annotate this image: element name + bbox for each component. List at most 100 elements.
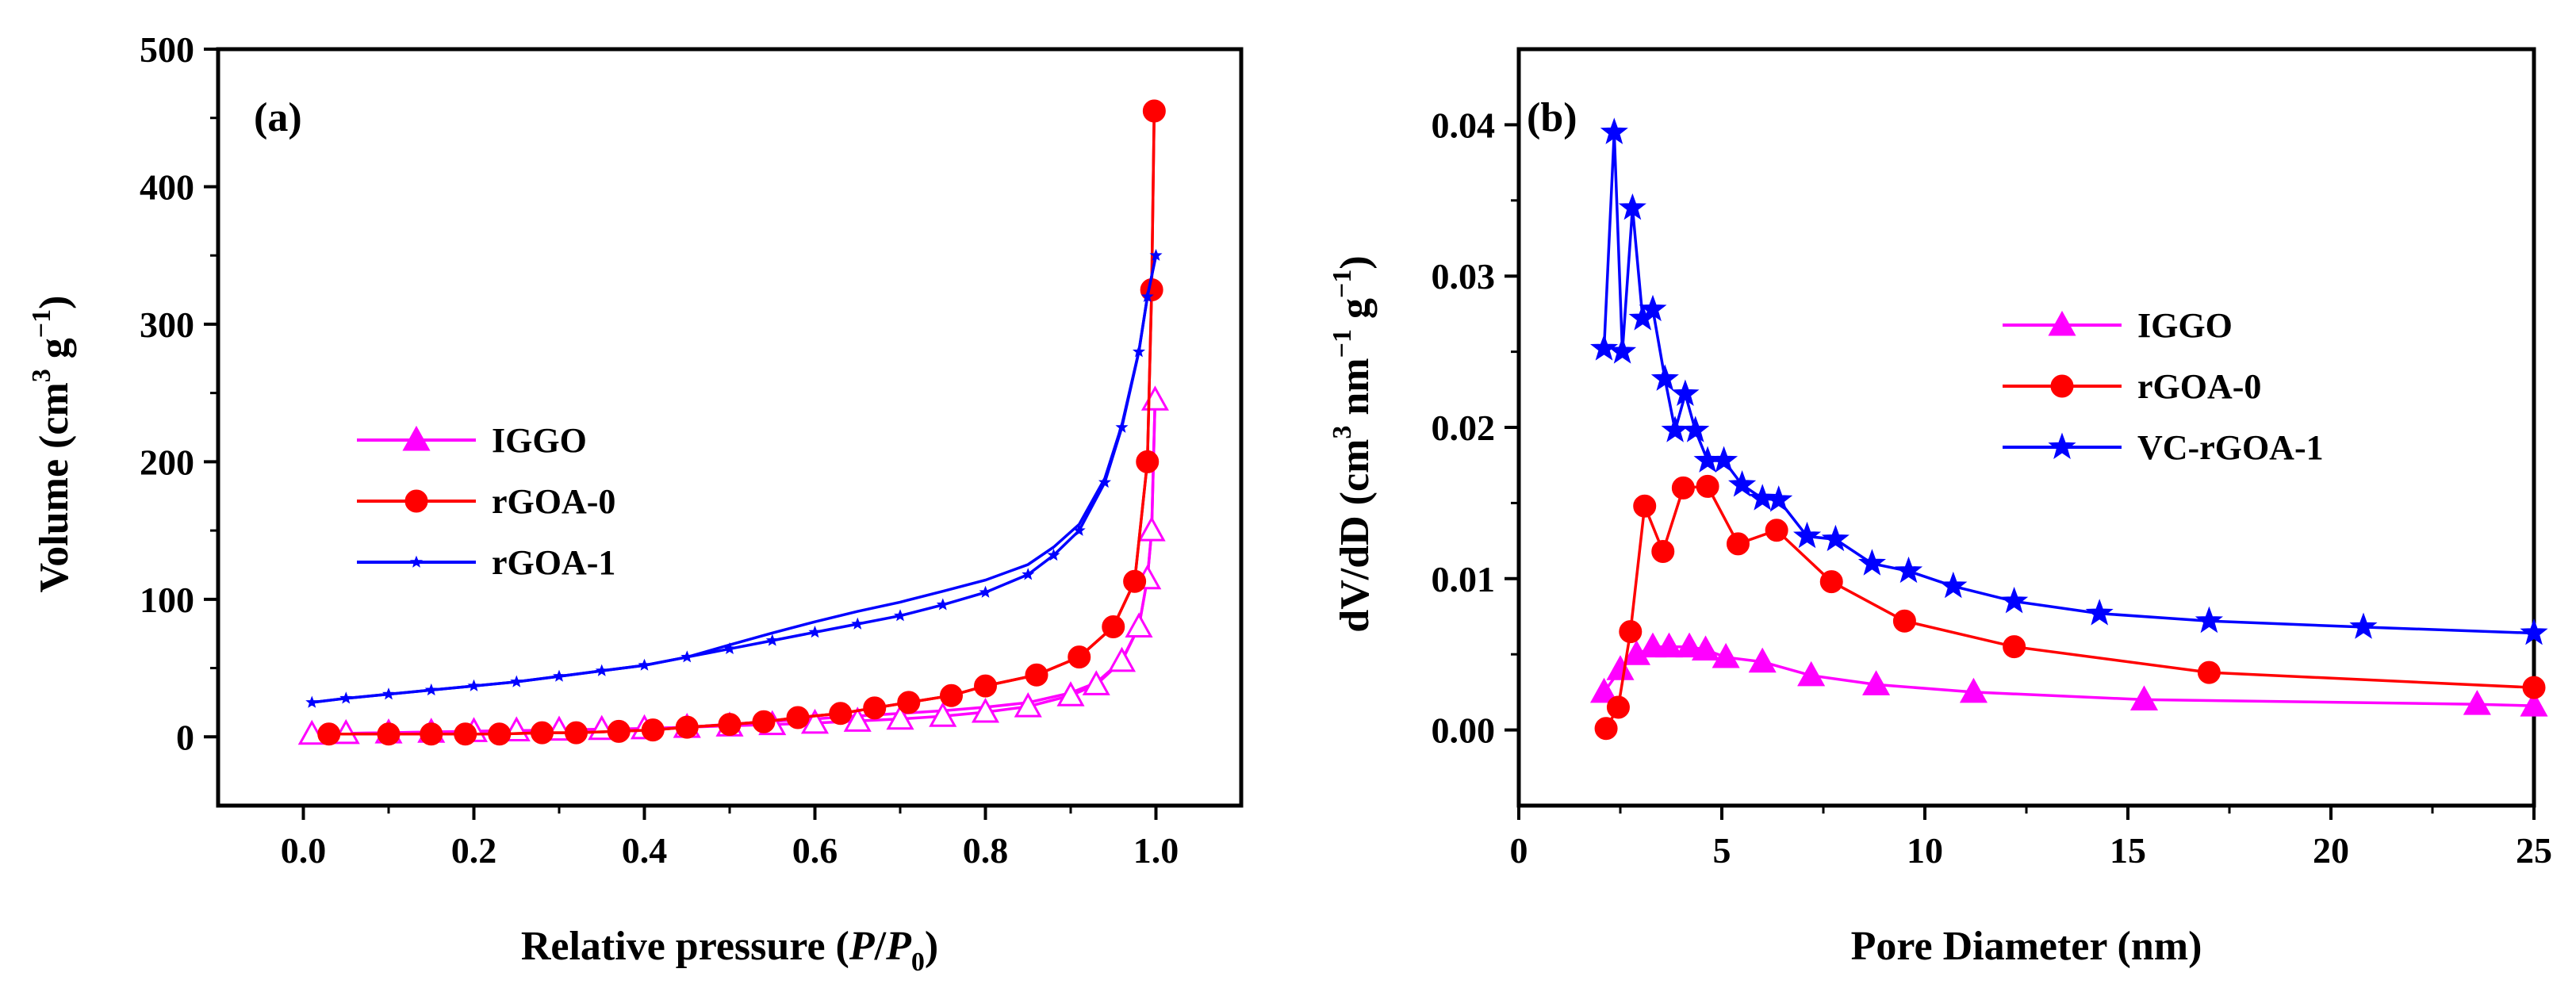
data-point bbox=[2463, 690, 2491, 715]
data-point bbox=[454, 722, 477, 746]
data-point bbox=[1639, 294, 1667, 322]
y-tick-label: 0.02 bbox=[1432, 408, 1496, 448]
chart-b-series bbox=[1589, 117, 2548, 741]
chart-b-panel-label: (b) bbox=[1527, 95, 1577, 140]
data-point bbox=[1140, 289, 1154, 303]
data-point bbox=[1651, 539, 1675, 563]
data-point bbox=[638, 658, 651, 671]
data-point bbox=[1675, 632, 1704, 658]
data-point bbox=[1650, 364, 1679, 391]
chart-a-axes: 0.0 0.2 0.4 0.6 0.8 1.0 0 100 200 300 400 500 bbox=[140, 29, 1179, 871]
x-tick-label: 0.0 bbox=[281, 830, 327, 871]
data-point bbox=[1140, 385, 1169, 411]
chart-b-ylabel: dV/dD (cm3 nm−1 g−1) bbox=[1328, 255, 1378, 632]
data-point bbox=[1671, 476, 1695, 500]
data-point bbox=[595, 664, 608, 676]
data-point bbox=[1072, 523, 1086, 536]
data-point bbox=[765, 634, 779, 646]
x-tick-label: 5 bbox=[1713, 830, 1731, 871]
data-point bbox=[680, 650, 694, 663]
data-point bbox=[424, 683, 438, 696]
data-point bbox=[1125, 612, 1153, 638]
data-point bbox=[1857, 549, 1886, 576]
data-point bbox=[786, 706, 810, 729]
data-point bbox=[1939, 571, 1968, 599]
legend-label: IGGO bbox=[2137, 306, 2233, 345]
chart-a-xlabel: Relative pressure (P/P0) bbox=[521, 924, 938, 977]
legend-marker bbox=[2048, 310, 2076, 336]
data-point bbox=[1068, 645, 1091, 669]
chart-a-series bbox=[297, 99, 1169, 746]
x-tick-label: 20 bbox=[2313, 830, 2349, 871]
data-point bbox=[1793, 521, 1822, 549]
data-point bbox=[808, 626, 822, 638]
data-point bbox=[1025, 663, 1048, 687]
data-point bbox=[1136, 450, 1160, 473]
data-point bbox=[752, 710, 776, 733]
data-point bbox=[305, 695, 319, 708]
legend-marker bbox=[402, 425, 431, 451]
data-point bbox=[2085, 599, 2114, 626]
data-point bbox=[1765, 485, 1793, 512]
data-point bbox=[1748, 647, 1777, 673]
chart-b-legend: IGGO rGOA-0 VC-rGOA-1 bbox=[2003, 306, 2324, 467]
data-point bbox=[863, 696, 887, 720]
legend-marker bbox=[2048, 432, 2076, 459]
data-point bbox=[929, 702, 957, 727]
x-tick-label: 0 bbox=[1510, 830, 1528, 871]
chart-a-legend: IGGO rGOA-0 rGOA-1 bbox=[357, 421, 615, 582]
legend-marker bbox=[409, 555, 424, 568]
legend-label: rGOA-1 bbox=[492, 543, 615, 582]
y-tick-label: 0 bbox=[176, 717, 194, 757]
data-point bbox=[1681, 415, 1710, 442]
data-point bbox=[339, 691, 353, 704]
chart-b-xlabel: Pore Diameter (nm) bbox=[1851, 924, 2202, 969]
data-point bbox=[2000, 586, 2029, 614]
series-line-iggo bbox=[312, 400, 1157, 736]
data-point bbox=[1102, 615, 1125, 639]
y-tick-label: 0.01 bbox=[1432, 559, 1496, 599]
legend-label: rGOA-0 bbox=[492, 482, 615, 521]
data-point bbox=[1639, 632, 1667, 658]
data-point bbox=[2522, 676, 2546, 699]
data-point bbox=[800, 708, 830, 734]
data-point bbox=[1728, 470, 1757, 497]
data-point bbox=[531, 721, 554, 745]
data-point bbox=[1661, 415, 1689, 442]
data-point bbox=[1726, 532, 1750, 556]
legend-marker bbox=[2050, 374, 2074, 398]
data-point bbox=[2195, 606, 2223, 634]
legend-label: rGOA-0 bbox=[2137, 367, 2261, 406]
x-tick-label: 0.6 bbox=[792, 830, 838, 871]
y-tick-label: 500 bbox=[140, 29, 194, 70]
data-point bbox=[552, 669, 566, 682]
data-point bbox=[1014, 692, 1042, 718]
data-point bbox=[1892, 609, 1916, 633]
y-tick-label: 300 bbox=[140, 304, 194, 345]
data-point bbox=[851, 617, 864, 630]
series-line-rgoa-1 bbox=[312, 255, 1158, 704]
data-point bbox=[897, 691, 921, 714]
data-point bbox=[1107, 646, 1137, 672]
y-tick-label: 400 bbox=[140, 167, 194, 207]
data-point bbox=[1137, 516, 1166, 542]
chart-b-axes: 0 5 10 15 20 25 0.00 0.01 0.02 0.03 0.04 bbox=[1432, 105, 2553, 871]
data-point bbox=[1696, 474, 1719, 498]
data-point bbox=[718, 713, 742, 737]
data-point bbox=[971, 697, 1000, 723]
data-point bbox=[641, 718, 665, 742]
data-point bbox=[467, 679, 481, 691]
data-point bbox=[1712, 642, 1740, 668]
data-point bbox=[1123, 569, 1147, 593]
data-point bbox=[1862, 670, 1891, 695]
data-point bbox=[723, 641, 737, 654]
data-point bbox=[675, 715, 699, 739]
data-point bbox=[1047, 548, 1060, 561]
data-point bbox=[1618, 193, 1646, 220]
series-desorption-line bbox=[312, 400, 1157, 736]
data-point bbox=[1819, 570, 1843, 594]
data-point bbox=[979, 585, 992, 598]
data-point bbox=[1959, 677, 1988, 703]
data-point bbox=[974, 674, 997, 698]
legend-label: VC-rGOA-1 bbox=[2137, 428, 2324, 467]
